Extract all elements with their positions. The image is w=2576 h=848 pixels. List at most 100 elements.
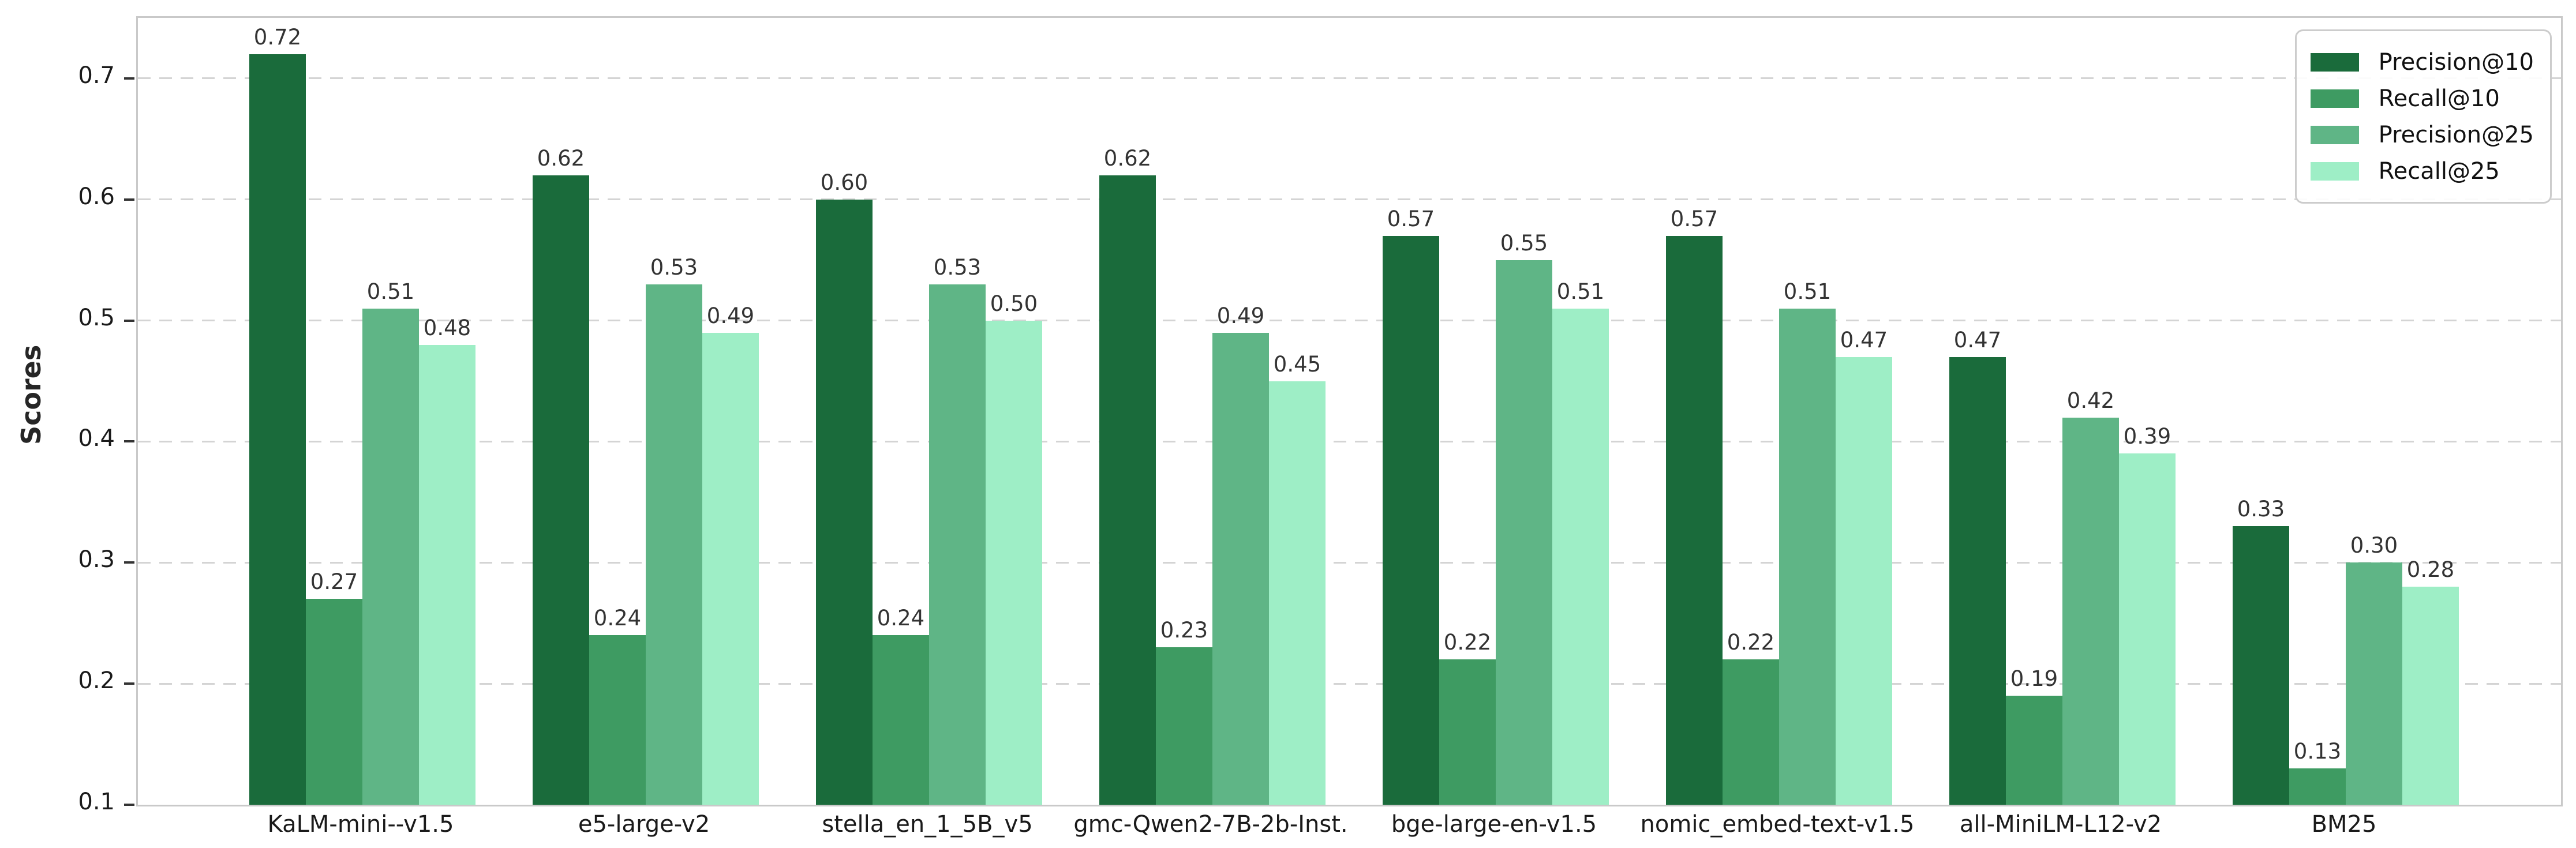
- y-gridline: [138, 561, 2561, 564]
- y-gridline: [138, 77, 2561, 80]
- bar-value-label: 0.30: [2350, 533, 2398, 558]
- bar-value-label: 0.51: [366, 279, 415, 304]
- x-tick-label: all-MiniLM-L12-v2: [1959, 811, 2162, 838]
- y-gridline: [138, 440, 2561, 442]
- bar-precision25: [1496, 260, 1552, 805]
- bar-precision25: [1212, 332, 1269, 805]
- legend-label: Precision@10: [2378, 48, 2534, 76]
- y-tick-label: 0.1: [78, 789, 115, 815]
- bar-precision25: [1779, 308, 1836, 805]
- x-tick-label: BM25: [2311, 811, 2377, 838]
- y-tick-label: 0.6: [78, 183, 115, 210]
- x-tick-label: KaLM-mini--v1.5: [267, 811, 454, 838]
- bar-recall10: [2289, 768, 2346, 805]
- bar-precision25: [362, 308, 419, 805]
- y-tick-mark: [124, 319, 134, 322]
- bar-value-label: 0.60: [820, 170, 868, 195]
- y-gridline: [138, 682, 2561, 685]
- bar-recall10: [1156, 647, 1212, 805]
- bar-value-label: 0.57: [1387, 206, 1435, 231]
- y-tick-mark: [124, 804, 134, 806]
- bar-precision25: [2062, 417, 2119, 805]
- y-tick-mark: [124, 682, 134, 685]
- bar-value-label: 0.47: [1953, 327, 2002, 352]
- bar-value-label: 0.49: [1216, 303, 1265, 328]
- bar-recall25: [1269, 381, 1326, 805]
- legend-swatch-icon: [2310, 89, 2359, 108]
- bar-value-label: 0.50: [990, 291, 1038, 316]
- bar-precision10: [249, 54, 306, 805]
- bar-value-label: 0.42: [2066, 388, 2115, 413]
- legend-label: Recall@25: [2378, 157, 2500, 185]
- bar-precision10: [1666, 235, 1723, 805]
- bar-value-label: 0.19: [2010, 666, 2058, 692]
- bar-recall10: [589, 635, 646, 805]
- bar-precision25: [929, 284, 986, 805]
- bar-recall10: [306, 599, 362, 805]
- bar-recall10: [873, 635, 929, 805]
- bar-precision10: [1383, 235, 1439, 805]
- y-tick-label: 0.7: [78, 62, 115, 89]
- y-tick-label: 0.4: [78, 425, 115, 452]
- bar-value-label: 0.49: [706, 303, 755, 328]
- bar-recall10: [2006, 696, 2062, 805]
- bar-value-label: 0.48: [423, 315, 471, 340]
- y-gridline: [138, 320, 2561, 322]
- legend-swatch-icon: [2310, 52, 2359, 72]
- bar-precision10: [1949, 357, 2006, 805]
- bar-value-label: 0.57: [1670, 206, 1718, 231]
- bar-value-label: 0.62: [1103, 145, 1152, 171]
- legend-label: Precision@25: [2378, 121, 2534, 148]
- x-tick-label: nomic_embed-text-v1.5: [1640, 811, 1915, 838]
- bar-recall25: [1836, 357, 1892, 805]
- bar-recall25: [419, 344, 475, 805]
- bar-value-label: 0.28: [2406, 557, 2455, 583]
- bar-value-label: 0.24: [593, 606, 642, 631]
- bar-recall25: [986, 320, 1042, 805]
- bar-recall25: [2119, 453, 2176, 805]
- y-tick-mark: [124, 77, 134, 80]
- bar-value-label: 0.47: [1840, 327, 1888, 352]
- bar-value-label: 0.22: [1727, 630, 1775, 655]
- bar-value-label: 0.55: [1500, 230, 1548, 256]
- y-tick-label: 0.3: [78, 546, 115, 573]
- plot-area: 0.1 0.2 0.3 0.4 0.5 0.6 0.7 0.72 0.27 0.51 0.48 0.6…: [78, 16, 2563, 815]
- bar-recall25: [1552, 308, 1609, 805]
- x-tick-label: stella_en_1_5B_v5: [822, 811, 1033, 838]
- bar-value-label: 0.51: [1556, 279, 1605, 304]
- legend: Precision@10 Recall@10 Precision@25 Recall@…: [2294, 29, 2552, 204]
- bar-value-label: 0.62: [537, 145, 585, 171]
- bar-value-label: 0.53: [650, 254, 698, 280]
- legend-row: Recall@25: [2310, 153, 2534, 189]
- legend-swatch-icon: [2310, 162, 2359, 181]
- bar-precision10: [1099, 175, 1156, 805]
- legend-row: Precision@25: [2310, 117, 2534, 153]
- y-tick-label: 0.5: [78, 304, 115, 331]
- bar-value-label: 0.72: [253, 24, 302, 50]
- bar-value-label: 0.13: [2293, 739, 2342, 764]
- bar-recall10: [1439, 659, 1496, 805]
- bar-precision10: [2233, 526, 2289, 805]
- x-tick-label: bge-large-en-v1.5: [1391, 811, 1597, 838]
- legend-row: Recall@10: [2310, 80, 2534, 117]
- bar-value-label: 0.51: [1783, 279, 1832, 304]
- bar-value-label: 0.22: [1443, 630, 1492, 655]
- bar-value-label: 0.39: [2123, 424, 2171, 449]
- bar-value-label: 0.27: [310, 569, 358, 595]
- x-tick-label: gmc-Qwen2-7B-2b-Inst.: [1073, 811, 1348, 838]
- x-tick-label: e5-large-v2: [578, 811, 710, 838]
- bar-precision25: [2346, 562, 2402, 805]
- y-tick-label: 0.2: [78, 667, 115, 695]
- bar-value-label: 0.45: [1273, 351, 1321, 377]
- legend-swatch-icon: [2310, 125, 2359, 144]
- bar-precision10: [816, 199, 873, 805]
- bar-recall25: [2402, 587, 2459, 805]
- bar-value-label: 0.24: [877, 606, 925, 631]
- bar-value-label: 0.53: [933, 254, 982, 280]
- bar-value-label: 0.33: [2237, 497, 2285, 522]
- y-axis-title: Scores: [16, 344, 47, 445]
- bar-value-label: 0.23: [1160, 618, 1208, 643]
- y-tick-mark: [124, 198, 134, 201]
- bar-recall25: [702, 332, 759, 805]
